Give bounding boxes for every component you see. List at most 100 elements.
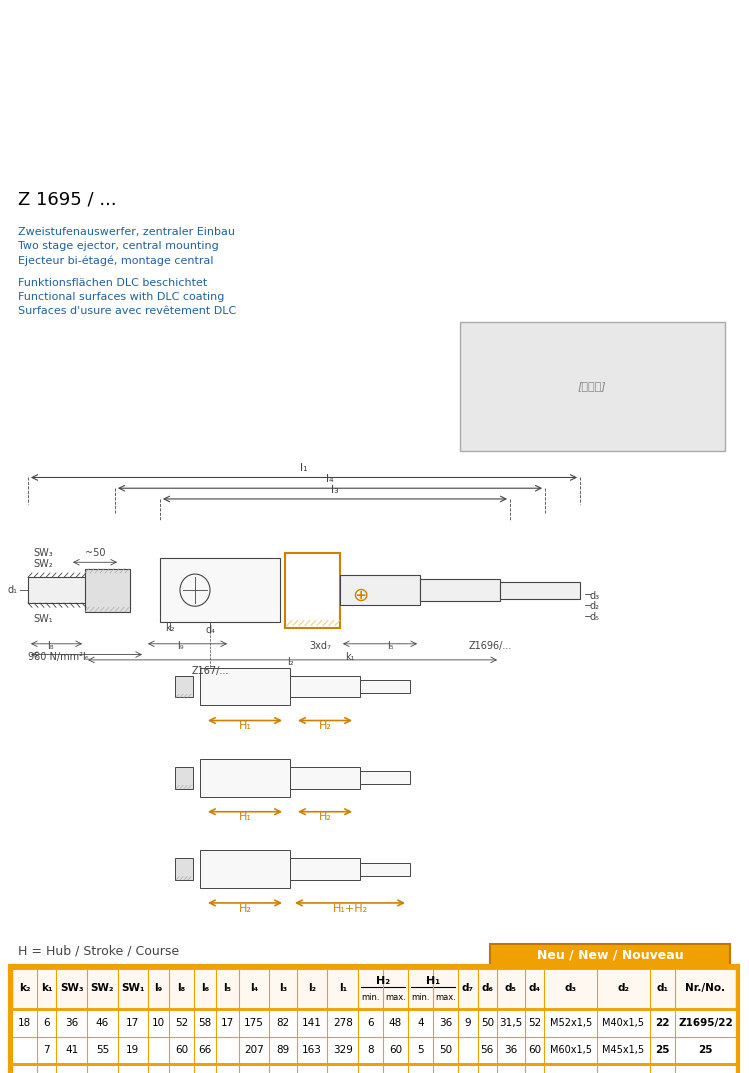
Text: k₂: k₂	[166, 623, 175, 633]
Text: d₁: d₁	[656, 983, 668, 994]
Text: 产品参数: 产品参数	[321, 109, 428, 153]
Text: d₁: d₁	[8, 585, 18, 596]
Text: 41: 41	[65, 1045, 79, 1056]
Bar	[360, 771, 410, 784]
Text: 163: 163	[303, 1045, 322, 1056]
Text: d₃: d₃	[565, 983, 577, 994]
Text: l₁: l₁	[300, 464, 308, 473]
Text: 31,5: 31,5	[500, 1017, 523, 1028]
Bar	[175, 858, 193, 880]
Bar	[500, 582, 580, 599]
Bar	[28, 577, 88, 603]
Text: 36: 36	[504, 1045, 518, 1056]
Text: 36: 36	[439, 1017, 452, 1028]
Text: 3xd₇: 3xd₇	[309, 642, 331, 651]
Text: k₁: k₁	[345, 652, 355, 662]
Text: SW₁: SW₁	[121, 983, 145, 994]
Text: 25: 25	[655, 1045, 670, 1056]
Text: l₂: l₂	[287, 658, 294, 667]
Text: 60: 60	[175, 1045, 188, 1056]
Text: k₁: k₁	[41, 983, 52, 994]
Text: Surfaces d'usure avec revêtement DLC: Surfaces d'usure avec revêtement DLC	[18, 306, 236, 315]
Text: Two stage ejector, central mounting: Two stage ejector, central mounting	[18, 241, 219, 251]
Text: 19: 19	[127, 1045, 139, 1056]
Text: 50: 50	[439, 1045, 452, 1056]
Text: 7: 7	[43, 1045, 50, 1056]
Text: Z1695/22: Z1695/22	[678, 1017, 733, 1028]
Text: H₁: H₁	[239, 812, 252, 822]
Text: 4: 4	[417, 1017, 424, 1028]
Text: d₇: d₇	[462, 983, 474, 994]
Text: 89: 89	[276, 1045, 290, 1056]
Text: SW₂: SW₂	[33, 559, 52, 569]
Text: l₂: l₂	[308, 983, 316, 994]
Text: l₅: l₅	[386, 642, 393, 651]
Bar	[160, 558, 280, 622]
Text: 48: 48	[389, 1017, 402, 1028]
Text: min.: min.	[361, 994, 380, 1002]
Text: l₈: l₈	[46, 642, 53, 651]
Bar	[12, 968, 736, 1009]
Text: l₆: l₆	[201, 983, 209, 994]
Text: l₃: l₃	[331, 485, 339, 495]
Text: ~50: ~50	[85, 548, 106, 558]
Text: H₁: H₁	[239, 721, 252, 731]
Text: 6: 6	[43, 1017, 50, 1028]
Text: 175: 175	[244, 1017, 264, 1028]
Text: 22: 22	[655, 1017, 670, 1028]
Text: 25: 25	[698, 1045, 713, 1056]
Bar	[290, 676, 360, 697]
Text: d₂: d₂	[590, 602, 600, 612]
Text: Functional surfaces with DLC coating: Functional surfaces with DLC coating	[18, 292, 225, 302]
Text: 82: 82	[276, 1017, 290, 1028]
Text: l₆: l₆	[82, 652, 88, 662]
Bar	[200, 760, 290, 796]
Text: d₆: d₆	[482, 983, 494, 994]
Text: 9: 9	[464, 1017, 471, 1028]
Text: l₈: l₈	[178, 983, 186, 994]
Text: 50: 50	[481, 1017, 494, 1028]
Text: l₉: l₉	[177, 642, 184, 651]
Bar	[290, 858, 360, 880]
Text: 980 N/mm²: 980 N/mm²	[28, 652, 83, 662]
Text: d₃: d₃	[590, 591, 600, 601]
Text: Ejecteur bi-étagé, montage central: Ejecteur bi-étagé, montage central	[18, 255, 213, 266]
Text: 10: 10	[152, 1017, 166, 1028]
Text: 329: 329	[333, 1045, 353, 1056]
Text: l₃: l₃	[279, 983, 287, 994]
Text: 66: 66	[198, 1045, 212, 1056]
Text: H₂: H₂	[376, 975, 390, 986]
Text: k₂: k₂	[19, 983, 30, 994]
Text: l₅: l₅	[223, 983, 231, 994]
Text: SW₃: SW₃	[60, 983, 84, 994]
Text: l₄: l₄	[249, 983, 258, 994]
Text: ⊕: ⊕	[352, 586, 369, 605]
Text: 36: 36	[65, 1017, 79, 1028]
Text: H = Hub / Stroke / Course: H = Hub / Stroke / Course	[18, 944, 179, 957]
Text: 278: 278	[333, 1017, 353, 1028]
Text: 8: 8	[367, 1045, 374, 1056]
Text: l₉: l₉	[154, 983, 163, 994]
Text: 52: 52	[528, 1017, 541, 1028]
Bar	[200, 667, 290, 706]
Text: 207: 207	[244, 1045, 264, 1056]
Bar	[360, 863, 410, 876]
Text: Neu / New / Nouveau: Neu / New / Nouveau	[537, 949, 683, 961]
Text: 60: 60	[528, 1045, 541, 1056]
Text: 56: 56	[481, 1045, 494, 1056]
Bar	[175, 767, 193, 789]
Text: d₂: d₂	[617, 983, 629, 994]
Bar	[340, 575, 420, 605]
Text: d₄: d₄	[529, 983, 541, 994]
Bar	[420, 579, 500, 601]
Bar	[285, 553, 340, 628]
Text: 17: 17	[221, 1017, 234, 1028]
Text: [部件图]: [部件图]	[577, 381, 606, 392]
Text: 141: 141	[303, 1017, 322, 1028]
Text: Z1696/...: Z1696/...	[468, 642, 512, 651]
Text: Z 1695 / ...: Z 1695 / ...	[18, 191, 117, 209]
Text: Funktionsflächen DLC beschichtet: Funktionsflächen DLC beschichtet	[18, 278, 207, 288]
Bar	[490, 944, 730, 966]
Text: 6: 6	[367, 1017, 374, 1028]
Text: min.: min.	[411, 994, 430, 1002]
